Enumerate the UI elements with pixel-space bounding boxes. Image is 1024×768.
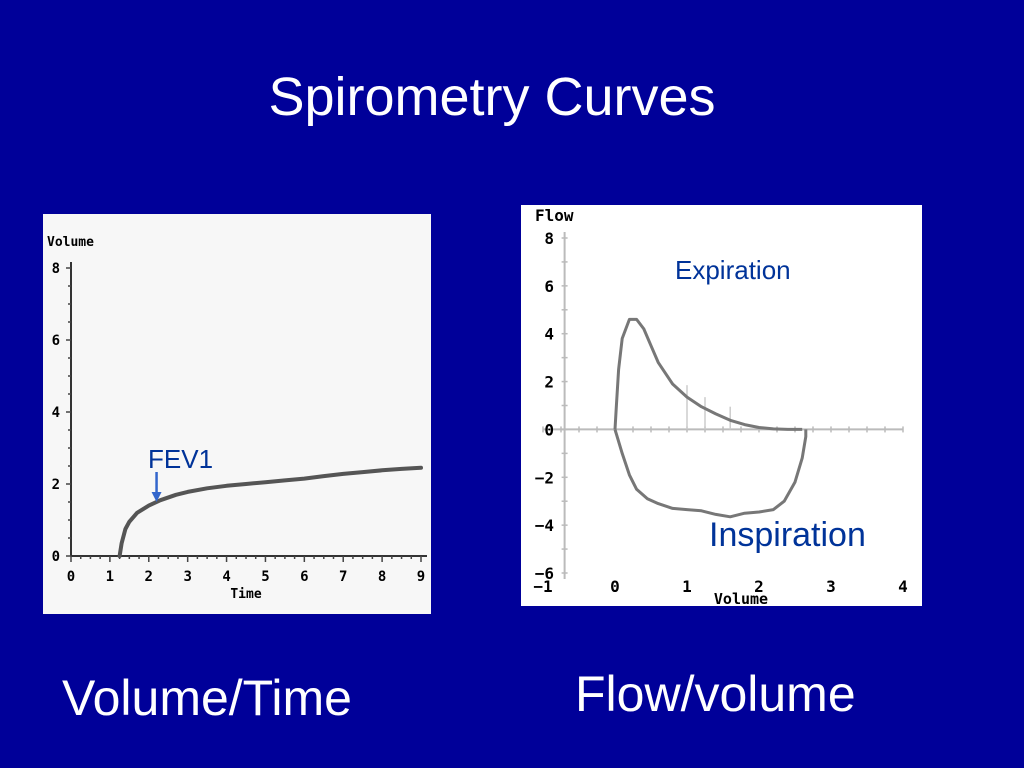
x-axis-label: Volume xyxy=(714,590,768,606)
x-tick-label: 0 xyxy=(67,569,75,585)
y-tick-label: −4 xyxy=(535,516,554,535)
y-tick-label: −2 xyxy=(535,468,554,487)
x-tick-label: 3 xyxy=(183,569,191,585)
y-tick-label: −6 xyxy=(535,564,554,583)
fev1-arrow-head xyxy=(151,492,162,502)
y-tick-label: 4 xyxy=(544,325,554,344)
x-axis-label: Time xyxy=(230,587,261,602)
y-tick-label: 0 xyxy=(52,549,60,565)
y-tick-label: 6 xyxy=(544,277,554,296)
y-tick-label: 2 xyxy=(52,477,60,493)
volume-curve xyxy=(117,465,423,558)
expiration-label: Expiration xyxy=(675,255,791,285)
x-tick-label: 8 xyxy=(378,569,386,585)
volume-time-chart: 0 2 4 6 8 0 1 2 3 4 5 6 7 8 9 Volume Time xyxy=(43,214,431,614)
x-tick-label: 4 xyxy=(222,569,230,585)
y-axis-label: Volume xyxy=(47,235,94,250)
y-tick-label: 8 xyxy=(544,229,554,248)
volume-time-caption: Volume/Time xyxy=(62,670,352,726)
x-tick-label: 9 xyxy=(417,569,425,585)
slide-title: Spirometry Curves xyxy=(0,62,1024,132)
x-tick-label: 7 xyxy=(339,569,347,585)
x-tick-label: 1 xyxy=(682,577,692,596)
x-tick-label: −1 xyxy=(533,577,552,596)
slide-title-text: Spirometry Curves xyxy=(268,67,716,127)
y-tick-label: 2 xyxy=(544,373,554,392)
flow-volume-chart: −6 −4 −2 0 2 4 6 8 −1 0 1 2 3 4 Flow Volume xyxy=(521,205,922,606)
inspiration-label: Inspiration xyxy=(709,516,866,554)
y-tick-label: 4 xyxy=(52,405,60,421)
y-tick-label: 6 xyxy=(52,333,60,349)
x-tick-label: 3 xyxy=(826,577,836,596)
fev1-label: FEV1 xyxy=(148,444,214,474)
volume-time-chart-svg: 0 2 4 6 8 0 1 2 3 4 5 6 7 8 9 Volume Time xyxy=(47,235,427,602)
y-axis-label: Flow xyxy=(535,206,574,225)
flow-volume-chart-svg: −6 −4 −2 0 2 4 6 8 −1 0 1 2 3 4 Flow Volume xyxy=(533,206,908,606)
x-tick-label: 2 xyxy=(754,577,764,596)
x-tick-label: 4 xyxy=(898,577,908,596)
y-tick-label: 8 xyxy=(52,261,60,277)
y-tick-label: 0 xyxy=(544,420,554,439)
x-tick-label: 2 xyxy=(145,569,153,585)
x-tick-label: 1 xyxy=(106,569,114,585)
flow-volume-caption: Flow/volume xyxy=(575,666,856,722)
x-tick-label: 0 xyxy=(610,577,620,596)
x-tick-label: 6 xyxy=(300,569,308,585)
inspiration-curve xyxy=(613,428,808,519)
expiration-curve xyxy=(613,317,803,431)
x-tick-label: 5 xyxy=(261,569,269,585)
